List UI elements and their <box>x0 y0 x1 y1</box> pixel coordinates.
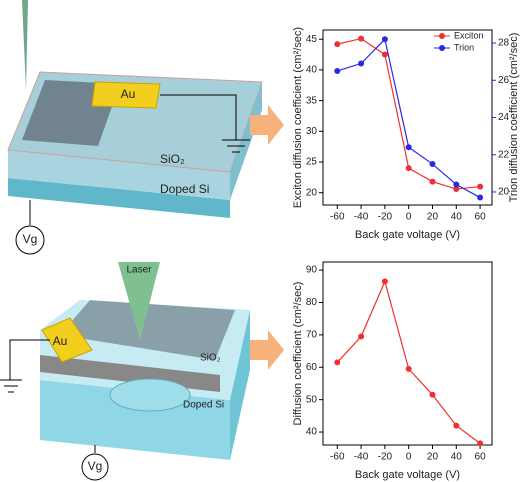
y-tick-label: 40 <box>306 427 318 438</box>
hole <box>109 378 191 412</box>
x-tick-label: -20 <box>378 452 393 463</box>
x-tick-label: 60 <box>475 452 487 463</box>
legend-label: Trion <box>454 42 474 52</box>
point <box>405 144 412 151</box>
point <box>381 278 388 285</box>
legend-label: Exciton <box>454 30 484 40</box>
y-tick-label: 70 <box>306 330 318 341</box>
y2-tick-label: 24 <box>498 112 510 123</box>
label: Vg <box>23 232 38 246</box>
x-tick-label: 0 <box>406 452 412 463</box>
y2-tick-label: 26 <box>498 75 510 86</box>
label: Au <box>53 334 68 348</box>
point <box>453 422 460 429</box>
gate-circle <box>81 453 109 481</box>
series-line <box>336 279 481 444</box>
legend-marker <box>439 45 445 51</box>
point <box>381 36 388 43</box>
y-tick-label: 80 <box>306 297 318 308</box>
x-tick-label: -20 <box>378 212 393 223</box>
y-tick-label: 90 <box>306 265 318 276</box>
point <box>477 194 484 201</box>
y-tick-label: 60 <box>306 362 318 373</box>
x-tick-label: 20 <box>427 452 439 463</box>
point <box>358 60 365 67</box>
bottom-device: Au Laser SiO₂ Doped Si Vg <box>0 262 250 481</box>
y-tick-label: 40 <box>306 65 318 76</box>
x-axis-label: Back gate voltage (V) <box>355 229 460 241</box>
point <box>453 181 460 188</box>
label: Au <box>121 87 136 101</box>
point <box>477 440 484 447</box>
x-axis-label: Back gate voltage (V) <box>355 469 460 481</box>
plot-frame <box>322 29 493 206</box>
label: Laser <box>126 265 152 276</box>
plot-frame <box>322 261 493 446</box>
label: SiO₂ <box>200 353 221 364</box>
x-tick-label: -60 <box>330 212 345 223</box>
y2-axis-label: Trion diffusion coefficient (cm²/sec) <box>508 33 520 203</box>
x-tick-label: 40 <box>451 212 463 223</box>
y-tick-label: 45 <box>306 34 318 45</box>
x-tick-label: 0 <box>406 212 412 223</box>
point <box>381 51 388 58</box>
x-tick-label: -40 <box>354 452 369 463</box>
y-tick-label: 25 <box>306 157 318 168</box>
y-tick-label: 35 <box>306 95 318 106</box>
point <box>453 186 460 193</box>
y2-tick-label: 22 <box>498 149 510 160</box>
arrow <box>250 330 284 370</box>
label: Doped Si <box>183 400 224 411</box>
point <box>429 161 436 168</box>
y-tick-label: 30 <box>306 126 318 137</box>
slab-right <box>230 310 250 460</box>
y2-tick-label: 28 <box>498 38 510 49</box>
x-tick-label: 40 <box>451 452 463 463</box>
x-tick-label: -60 <box>330 452 345 463</box>
point <box>429 391 436 398</box>
top-electrode <box>91 81 161 109</box>
point <box>358 35 365 42</box>
point <box>429 178 436 185</box>
point <box>405 365 412 372</box>
oxide-side <box>8 150 230 200</box>
wire <box>160 94 237 140</box>
point <box>477 183 484 190</box>
gate-circle <box>15 225 45 255</box>
y2-tick-label: 20 <box>498 187 510 198</box>
label: Doped Si <box>160 182 209 196</box>
legend-marker <box>439 33 445 39</box>
bottom-electrode <box>41 317 93 363</box>
point <box>334 67 341 74</box>
top-device: Au SiO₂ Doped Si Vg <box>7 0 263 255</box>
y-axis-label: Diffusion coefficient (cm²/sec) <box>292 282 304 426</box>
x-tick-label: 60 <box>475 212 487 223</box>
laser-cone <box>118 262 160 340</box>
y-axis-label: Exciton diffusion coefficient (cm²/sec) <box>292 27 304 208</box>
tip <box>22 0 28 90</box>
label: Vg <box>88 459 103 473</box>
flake <box>60 300 235 360</box>
slab-right <box>230 82 262 200</box>
label: SiO₂ <box>160 152 185 166</box>
y-tick-label: 20 <box>306 187 318 198</box>
point <box>405 165 412 172</box>
x-tick-label: 20 <box>427 212 439 223</box>
substrate-side <box>8 178 230 218</box>
wire <box>9 339 50 380</box>
point <box>334 359 341 366</box>
point <box>358 333 365 340</box>
y-tick-label: 50 <box>306 394 318 405</box>
x-tick-label: -40 <box>354 212 369 223</box>
point <box>334 41 341 48</box>
arrow <box>250 105 284 145</box>
